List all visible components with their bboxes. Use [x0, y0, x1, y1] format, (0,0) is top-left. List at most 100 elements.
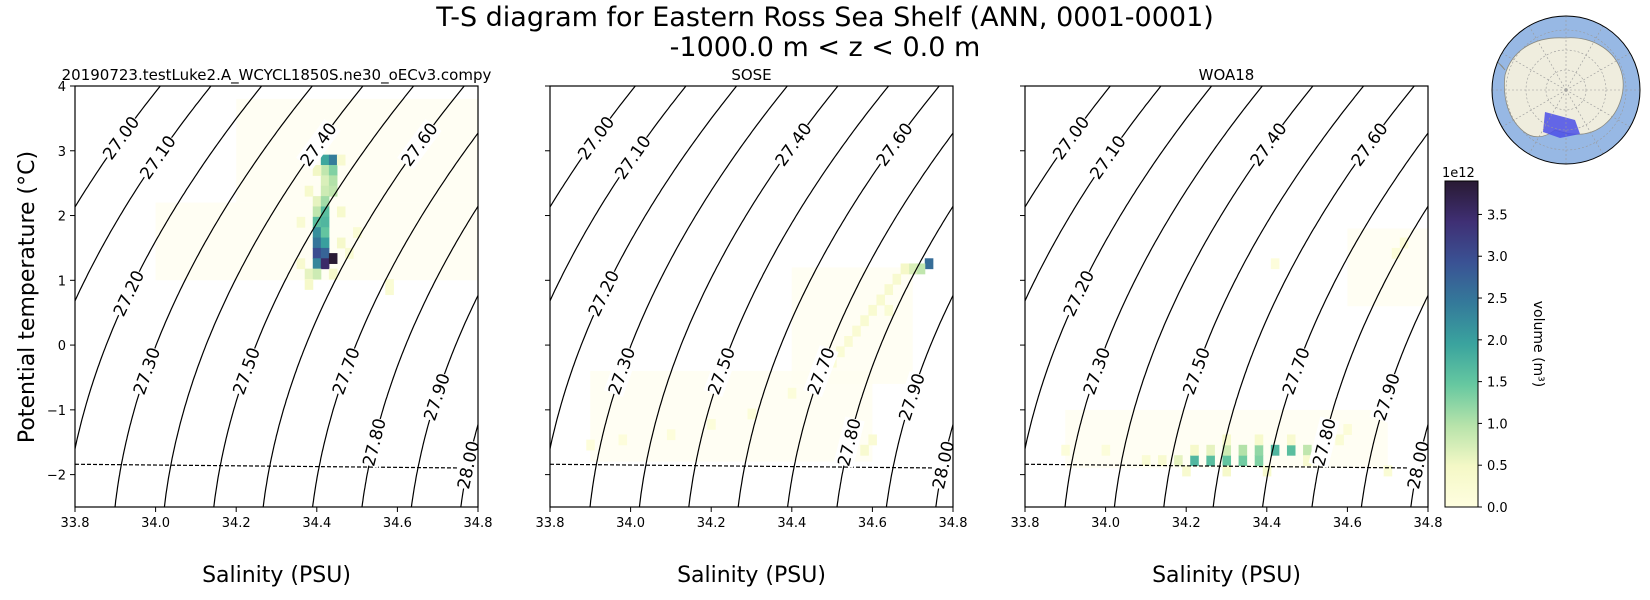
heatmap-cell — [320, 175, 330, 187]
heatmap-cell — [618, 434, 628, 446]
heatmap-cell — [296, 258, 306, 270]
heatmap-cell — [1222, 455, 1232, 467]
heatmap-cell — [336, 237, 346, 249]
heatmap-cell — [787, 387, 797, 399]
meridian-line — [1565, 25, 1604, 91]
x-tick-label: 33.8 — [536, 516, 565, 531]
contour-label-bg — [1369, 370, 1404, 423]
meridian-line — [1565, 89, 1631, 128]
colorbar-tick-label: 3.5 — [1487, 208, 1508, 223]
contour-label-bg — [453, 439, 484, 491]
contour-label-bg — [872, 119, 917, 170]
meridian-line — [1565, 52, 1631, 91]
contour-label-bg — [358, 416, 390, 468]
heatmap-cell — [908, 263, 918, 275]
heatmap-cell — [312, 165, 322, 176]
x-tick-label: 34.8 — [1414, 516, 1443, 531]
heatmap-cell — [1222, 444, 1232, 456]
heatmap-cell — [868, 304, 877, 316]
heatmap-cell — [876, 294, 885, 306]
heatmap-cell — [1206, 444, 1215, 456]
heatmap-cell — [1174, 455, 1183, 467]
contour-label-bg — [928, 439, 959, 491]
contour-label-bg — [833, 416, 865, 468]
x-tick-label: 34.2 — [697, 516, 726, 531]
heatmap-cell — [320, 216, 330, 228]
heatmap-cell — [336, 154, 346, 166]
heatmap-cell — [666, 429, 676, 441]
heatmap-cell — [312, 227, 322, 239]
y-tick-label: 0 — [58, 339, 66, 354]
contour-label-bg — [1085, 131, 1130, 183]
x-tick-label: 34.2 — [1172, 516, 1201, 531]
heatmap-cell — [1303, 455, 1312, 467]
heatmap-cell — [1222, 434, 1232, 446]
antarctica-land — [1503, 37, 1624, 138]
colorbar-tick-label: 0.0 — [1487, 501, 1508, 516]
contour-label-bg — [610, 131, 655, 183]
heatmap-cell — [892, 273, 902, 285]
contour-label-bg — [894, 370, 929, 423]
density-contour — [1163, 86, 1365, 507]
meridian-line — [1501, 89, 1567, 128]
x-tick-label: 34.0 — [1091, 516, 1120, 531]
x-tick-label: 33.8 — [61, 516, 90, 531]
heatmap-cell — [1206, 455, 1215, 467]
freezing-point-line — [550, 463, 953, 469]
heatmap-cell — [1254, 434, 1264, 446]
contour-label-bg — [703, 345, 739, 397]
heatmap-cell — [296, 216, 306, 228]
density-contour — [114, 86, 314, 507]
contour-label-bg — [228, 345, 264, 397]
x-tick-label: 34.4 — [777, 516, 806, 531]
heatmap-cell — [320, 206, 330, 218]
contour-label-bg — [98, 112, 144, 164]
x-tick-label: 33.8 — [1011, 516, 1040, 531]
x-tick-label: 34.8 — [939, 516, 968, 531]
heatmap-cell — [586, 439, 595, 451]
contour-label-bg — [803, 345, 839, 397]
contour-label-bg — [129, 345, 165, 397]
contour-label-bg — [135, 131, 180, 183]
contour-label-bg — [296, 119, 341, 170]
contour-label-bg — [328, 345, 364, 397]
heatmap-cell — [1141, 455, 1151, 467]
heatmap-cell — [860, 315, 869, 327]
contour-label-bg — [1079, 345, 1115, 397]
figure-title-line2: -1000.0 m < z < 0.0 m — [669, 32, 981, 63]
density-contour — [1410, 422, 1428, 507]
heatmap-cell — [1343, 424, 1352, 435]
heatmap-cell — [353, 227, 362, 239]
heatmap-cell — [320, 196, 330, 207]
contour-label-bg — [109, 267, 149, 320]
heatmap-cell — [328, 185, 338, 197]
heatmap-cell — [328, 253, 338, 264]
ts-panel-2: 27.0027.1027.2027.3027.4027.5027.6027.70… — [536, 66, 968, 588]
heatmap-cell — [900, 263, 910, 275]
y-tick-label: −2 — [47, 469, 66, 484]
heatmap-cell — [320, 258, 330, 270]
contour-label-bg — [1347, 119, 1392, 170]
panel-title: 20190723.testLuke2.A_WCYCL1850S.ne30_oEC… — [62, 66, 492, 85]
density-contour — [460, 422, 478, 507]
heatmap-cell — [304, 279, 314, 290]
meridian-line — [1565, 89, 1604, 155]
heatmap-cell — [1238, 455, 1248, 467]
panel-title: WOA18 — [1199, 66, 1255, 84]
x-tick-label: 34.8 — [464, 516, 493, 531]
colorbar-tick-label: 3.0 — [1487, 250, 1508, 265]
x-tick-label: 34.6 — [383, 516, 412, 531]
heatmap-cell — [1238, 444, 1248, 456]
meridian-line — [1501, 52, 1567, 91]
x-tick-label: 34.6 — [858, 516, 887, 531]
heatmap-cell — [1286, 444, 1296, 456]
heatmap-cell — [860, 444, 869, 456]
heatmap-cell — [1222, 465, 1232, 477]
colorbar-scale-label: 1e12 — [1442, 166, 1475, 181]
meridian-line — [1528, 89, 1567, 155]
x-tick-label: 34.4 — [1252, 516, 1281, 531]
background-haze — [590, 370, 873, 462]
background-haze — [1347, 228, 1428, 307]
heatmap-cell — [328, 268, 338, 280]
x-tick-label: 34.2 — [222, 516, 251, 531]
